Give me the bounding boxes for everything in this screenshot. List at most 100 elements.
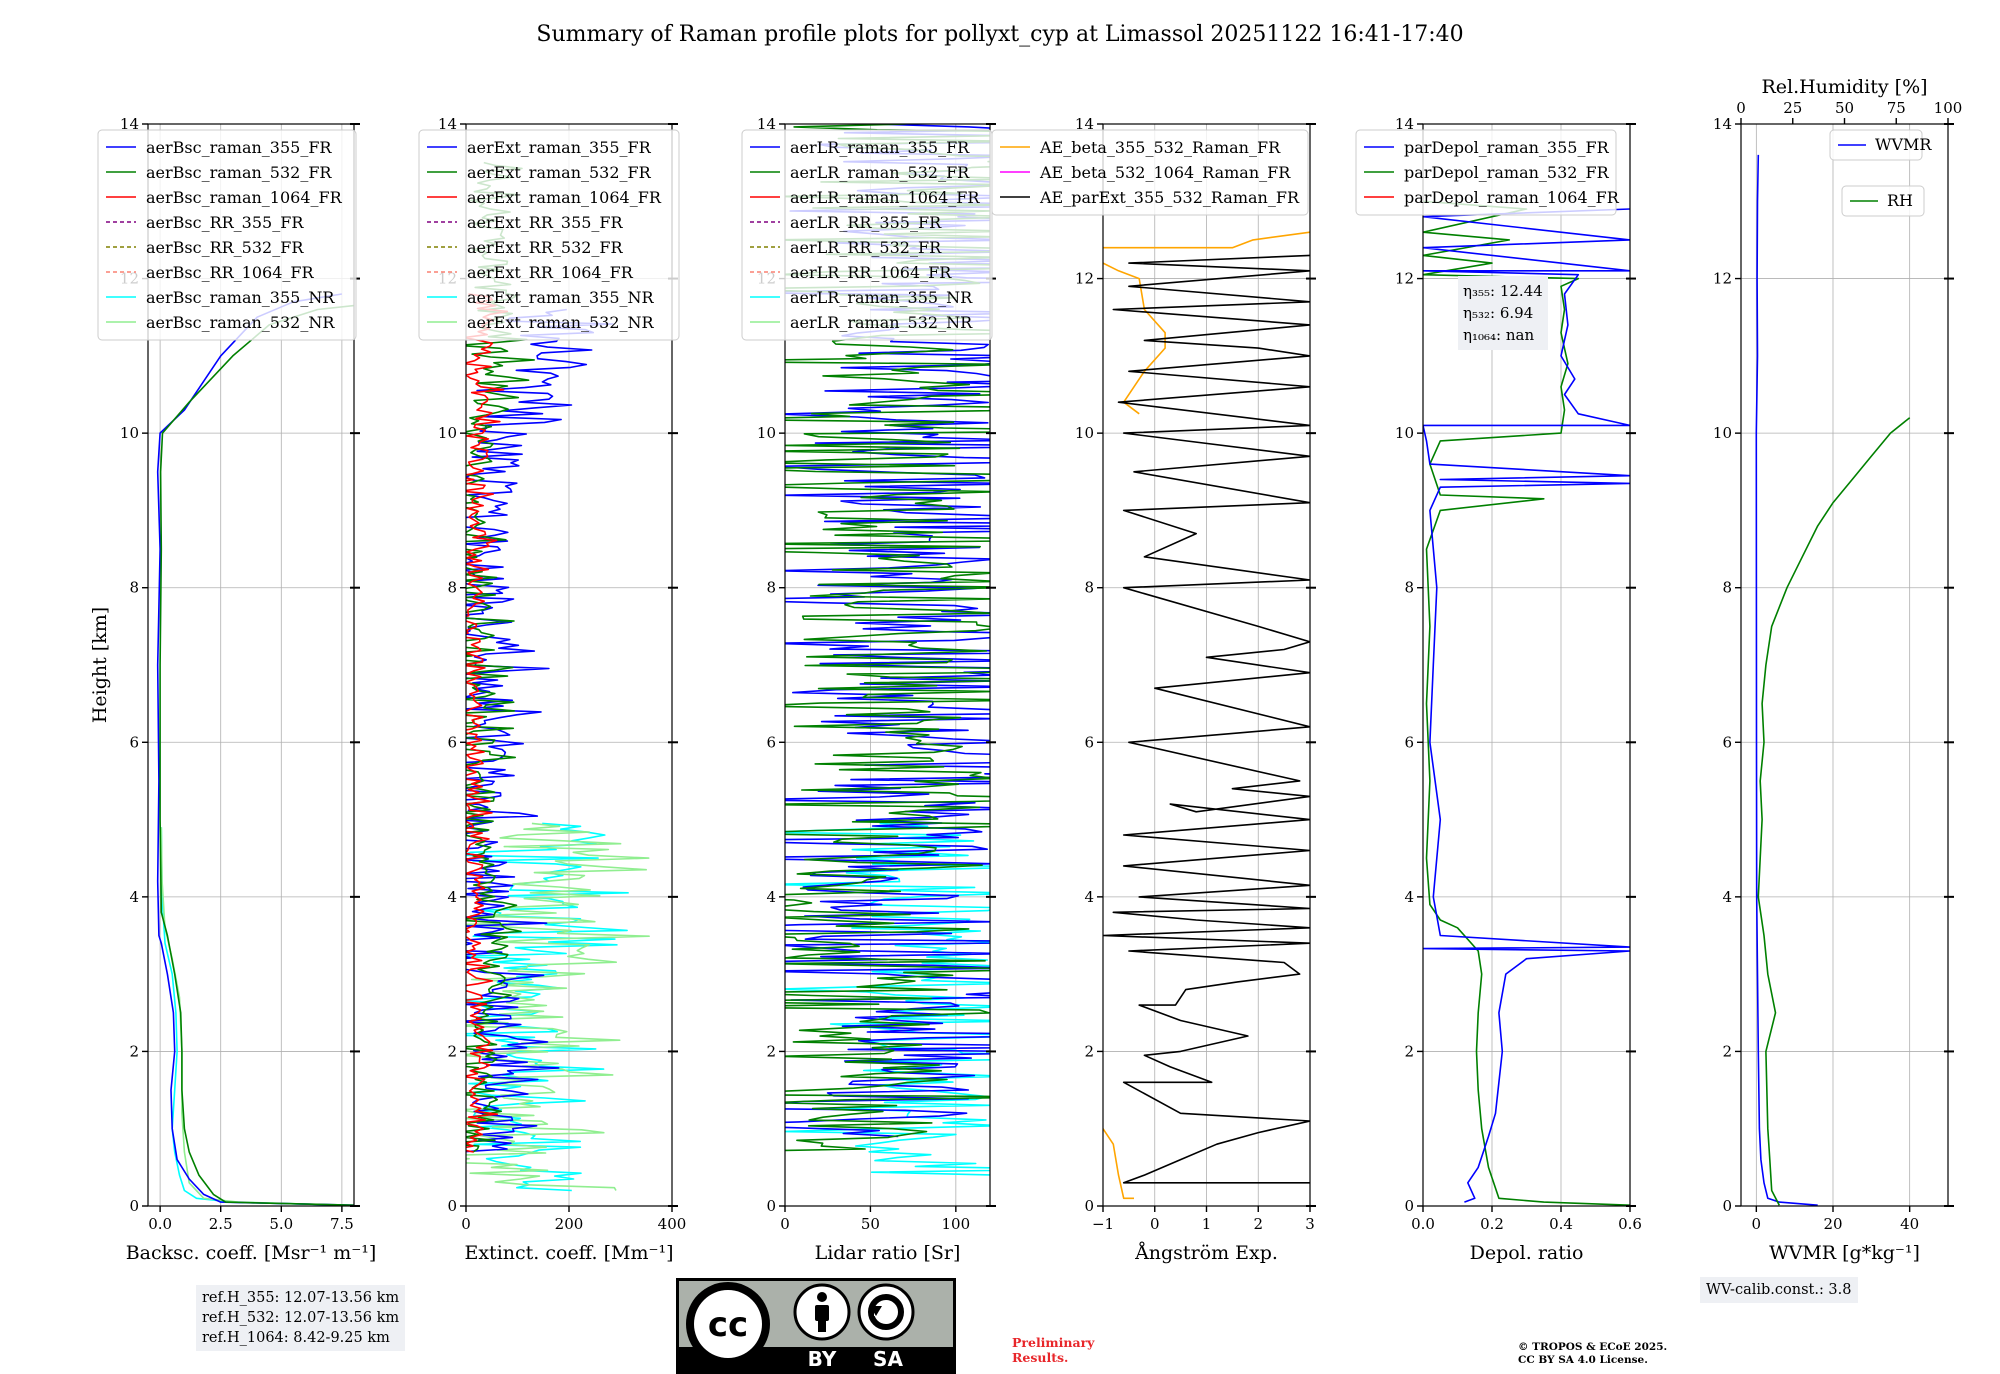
cc-by-sa-license-badge: cc BY SA [676,1278,956,1374]
series-group [1755,154,1911,1206]
x-axis-label: Lidar ratio [Sr] [815,1242,961,1264]
x-tick-label: 0 [780,1215,790,1233]
y-tick-label: 6 [1722,733,1732,751]
y-tick-label: 4 [447,888,457,906]
by-label: BY [808,1347,837,1371]
x-tick-label: 0 [461,1215,471,1233]
ref-height-355: ref.H_355: 12.07-13.56 km [202,1290,400,1306]
legend-label: aerLR_RR_1064_FR [790,263,952,282]
preliminary-line-2: Results. [1012,1350,1069,1365]
top-x-tick-label: 25 [1783,99,1802,117]
y-tick-label: 8 [766,579,776,597]
copyright-line-2: CC BY SA 4.0 License. [1518,1354,1648,1366]
legend-label: aerBsc_raman_1064_FR [146,188,343,207]
y-tick-label: 2 [129,1042,139,1060]
y-tick-label: 12 [1075,270,1094,288]
x-tick-label: 0.2 [1480,1215,1504,1233]
x-tick-label: 200 [555,1215,584,1233]
preliminary-results-note: Preliminary Results. [1012,1335,1094,1365]
legend-label: AE_parExt_355_532_Raman_FR [1039,188,1300,207]
series-line-WVMR [1755,154,1818,1206]
series-group [156,293,354,1206]
x-axis-label: WVMR [g*kg⁻¹] [1769,1242,1920,1264]
eta-label: η₃₅₅: 12.44 [1463,282,1543,300]
legend-label: aerBsc_raman_532_FR [146,163,332,182]
y-tick-label: 6 [1404,733,1414,751]
top-x-tick-label: 100 [1934,99,1963,117]
legend-label: aerExt_raman_355_FR [467,138,652,157]
y-tick-label: 14 [120,115,139,133]
copyright-note: © TROPOS & ECoE 2025. CC BY SA 4.0 Licen… [1518,1341,1667,1367]
legend-label: aerExt_raman_532_NR [467,313,655,332]
y-tick-label: 6 [129,733,139,751]
eta-box [1458,276,1548,350]
legend-label: aerLR_raman_355_FR [790,138,970,157]
x-tick-label: −1 [1092,1215,1114,1233]
y-tick-label: 8 [1722,579,1732,597]
y-tick-label: 2 [1084,1042,1094,1060]
sa-label: SA [873,1347,903,1371]
y-tick-label: 14 [438,115,457,133]
axes-frame [1422,123,1631,1207]
legend-label: aerBsc_raman_532_NR [146,313,335,332]
y-tick-label: 14 [757,115,776,133]
top-x-tick-label: 0 [1736,99,1746,117]
ref-height-532: ref.H_532: 12.07-13.56 km [202,1310,400,1326]
y-tick-label: 10 [1713,424,1732,442]
axes-frame [1740,123,1949,1207]
y-axis-label: Height [km] [89,607,111,723]
y-tick-label: 10 [120,424,139,442]
series-line-AE_beta_355_532_Raman_FR_top [1103,231,1310,249]
legend-label: aerBsc_raman_355_FR [146,138,332,157]
y-tick-label: 2 [1722,1042,1732,1060]
legend-label: aerLR_RR_532_FR [790,238,942,257]
y-tick-label: 10 [1075,424,1094,442]
legend-label: WVMR [1875,135,1932,154]
legend-label: aerBsc_raman_355_NR [146,288,335,307]
reference-heights-box: ref.H_355: 12.07-13.56 km ref.H_532: 12.… [196,1285,406,1351]
x-tick-label: 20 [1823,1215,1842,1233]
legend-label: aerLR_raman_1064_FR [790,188,980,207]
top-axis-label: Rel.Humidity [%] [1761,76,1927,98]
copyright-line-1: © TROPOS & ECoE 2025. [1518,1341,1668,1353]
share-alike-icon [857,1283,915,1341]
x-tick-label: 0 [1752,1215,1762,1233]
y-tick-label: 14 [1395,115,1414,133]
figure-title: Summary of Raman profile plots for polly… [536,22,1464,47]
x-tick-label: 0.4 [1549,1215,1573,1233]
x-axis-label: Depol. ratio [1470,1242,1584,1264]
y-tick-label: 8 [447,579,457,597]
y-tick-label: 6 [766,733,776,751]
y-tick-label: 8 [1084,579,1094,597]
legend-label: aerLR_raman_532_NR [790,313,973,332]
series-group [1423,200,1630,1206]
legend-label: aerExt_raman_355_NR [467,288,655,307]
y-tick-label: 0 [1722,1197,1732,1215]
legend-label: aerExt_RR_1064_FR [467,263,634,282]
y-tick-label: 4 [1404,888,1414,906]
x-tick-label: 2 [1253,1215,1263,1233]
series-line-AE_beta_355_532_Raman_FR_upper [1103,262,1166,415]
y-tick-label: 6 [447,733,457,751]
legend-box [741,129,993,341]
legend-label: aerExt_RR_355_FR [467,213,624,232]
legend-box [418,129,680,341]
legend-label: parDepol_raman_1064_FR [1404,188,1620,207]
legend-box [1829,129,1923,161]
series-line-aerBsc_raman_355_NR [160,827,345,1206]
legend-label: aerBsc_RR_1064_FR [146,263,315,282]
x-tick-label: 5.0 [269,1215,293,1233]
chart-panel-lr: 02468101214050100Lidar ratio [Sr]aerLR_r… [741,115,996,1264]
x-tick-label: 100 [942,1215,971,1233]
y-tick-label: 14 [1713,115,1732,133]
series-line-AE_parExt_355_532_Raman_FR [1103,254,1310,1184]
series-line-AE_beta_355_532_Raman_FR [1103,1128,1134,1200]
y-tick-label: 4 [766,888,776,906]
x-tick-label: 0.0 [148,1215,172,1233]
x-tick-label: 50 [861,1215,880,1233]
series-group [1103,231,1310,1200]
y-tick-label: 6 [1084,733,1094,751]
y-tick-label: 0 [1084,1197,1094,1215]
